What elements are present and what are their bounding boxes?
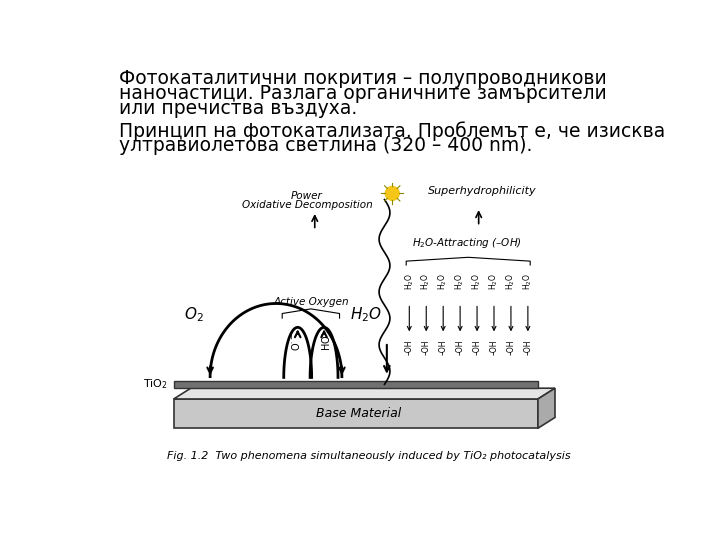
Text: H$_2$O: H$_2$O [505,273,517,289]
Text: Base Material: Base Material [315,407,401,420]
Text: Active Oxygen: Active Oxygen [273,298,348,307]
Text: H$_2$O: H$_2$O [471,273,483,289]
Circle shape [385,186,399,200]
Bar [174,399,538,428]
Text: O$_2$: O$_2$ [184,306,204,325]
Text: –OH: –OH [472,340,482,355]
Text: H$_2$O: H$_2$O [521,273,534,289]
Text: TiO$_2$: TiO$_2$ [143,377,168,392]
Text: O$^·$$^-$: O$^·$$^-$ [290,333,302,351]
Text: Power: Power [291,191,323,201]
Text: Oxidative Decomposition: Oxidative Decomposition [242,200,372,210]
Text: –OH: –OH [490,340,498,355]
Text: –OH: –OH [506,340,516,355]
Polygon shape [174,388,555,399]
Text: Принцип на фотокатализата. Проблемът е, че изисква: Принцип на фотокатализата. Проблемът е, … [120,121,666,141]
Bar [174,381,538,388]
Text: Fig. 1.2  Two phenomena simultaneously induced by TiO₂ photocatalysis: Fig. 1.2 Two phenomena simultaneously in… [167,451,571,461]
Text: HO$^·$: HO$^·$ [320,333,332,351]
Text: H$_2$O: H$_2$O [437,273,449,289]
Text: –OH: –OH [523,340,532,355]
Text: H$_2$O: H$_2$O [487,273,500,289]
Text: –OH: –OH [456,340,464,355]
Text: H$_2$O: H$_2$O [350,306,382,325]
Text: –OH: –OH [405,340,414,355]
Text: –OH: –OH [422,340,431,355]
Text: H$_2$O: H$_2$O [454,273,467,289]
Text: –OH: –OH [438,340,448,355]
Text: Superhydrophilicity: Superhydrophilicity [428,186,537,195]
Text: H$_2$O: H$_2$O [403,273,415,289]
Text: H$_2$O: H$_2$O [420,273,433,289]
Text: наночастици. Разлага органичните замърсители: наночастици. Разлага органичните замърси… [120,84,607,103]
Text: Фотокаталитични покрития – полупроводникови: Фотокаталитични покрития – полупроводник… [120,69,607,87]
Text: или пречиства въздуха.: или пречиства въздуха. [120,99,358,118]
Text: ултравиолетова светлина (320 – 400 nm).: ултравиолетова светлина (320 – 400 nm). [120,137,533,156]
Polygon shape [538,388,555,428]
Text: H$_2$O-Attracting (–OH): H$_2$O-Attracting (–OH) [412,235,522,249]
